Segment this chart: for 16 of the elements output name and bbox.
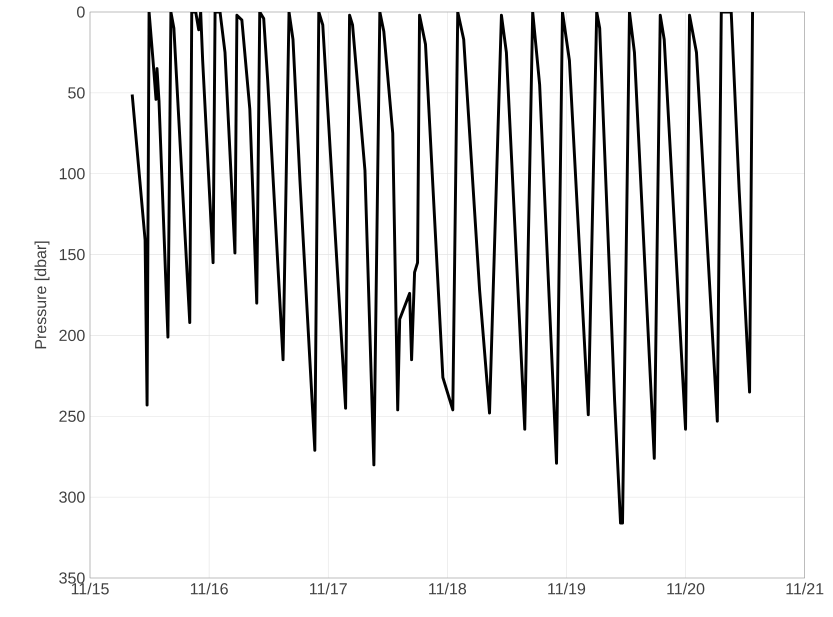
x-tick-label: 11/19 [548, 582, 586, 594]
y-tick-label: 100 [60, 168, 85, 180]
y-tick-label: 50 [68, 87, 85, 99]
y-tick-label: 150 [60, 248, 85, 260]
y-tick-label: 350 [59, 572, 85, 584]
y-tick-label: 300 [59, 491, 85, 503]
x-tick-label: 11/16 [190, 582, 228, 594]
x-tick-label: 11/21 [786, 582, 824, 594]
y-tick-label: 0 [77, 6, 85, 18]
x-tick-label: 11/20 [667, 582, 704, 594]
y-tick-label: 200 [59, 330, 85, 342]
y-tick-label: 250 [59, 410, 85, 422]
x-tick-label: 11/18 [429, 582, 466, 594]
x-tick-label: 11/17 [310, 582, 347, 594]
y-axis-title: Pressure [dbar] [34, 241, 50, 348]
x-tick-label: 11/15 [72, 582, 109, 594]
